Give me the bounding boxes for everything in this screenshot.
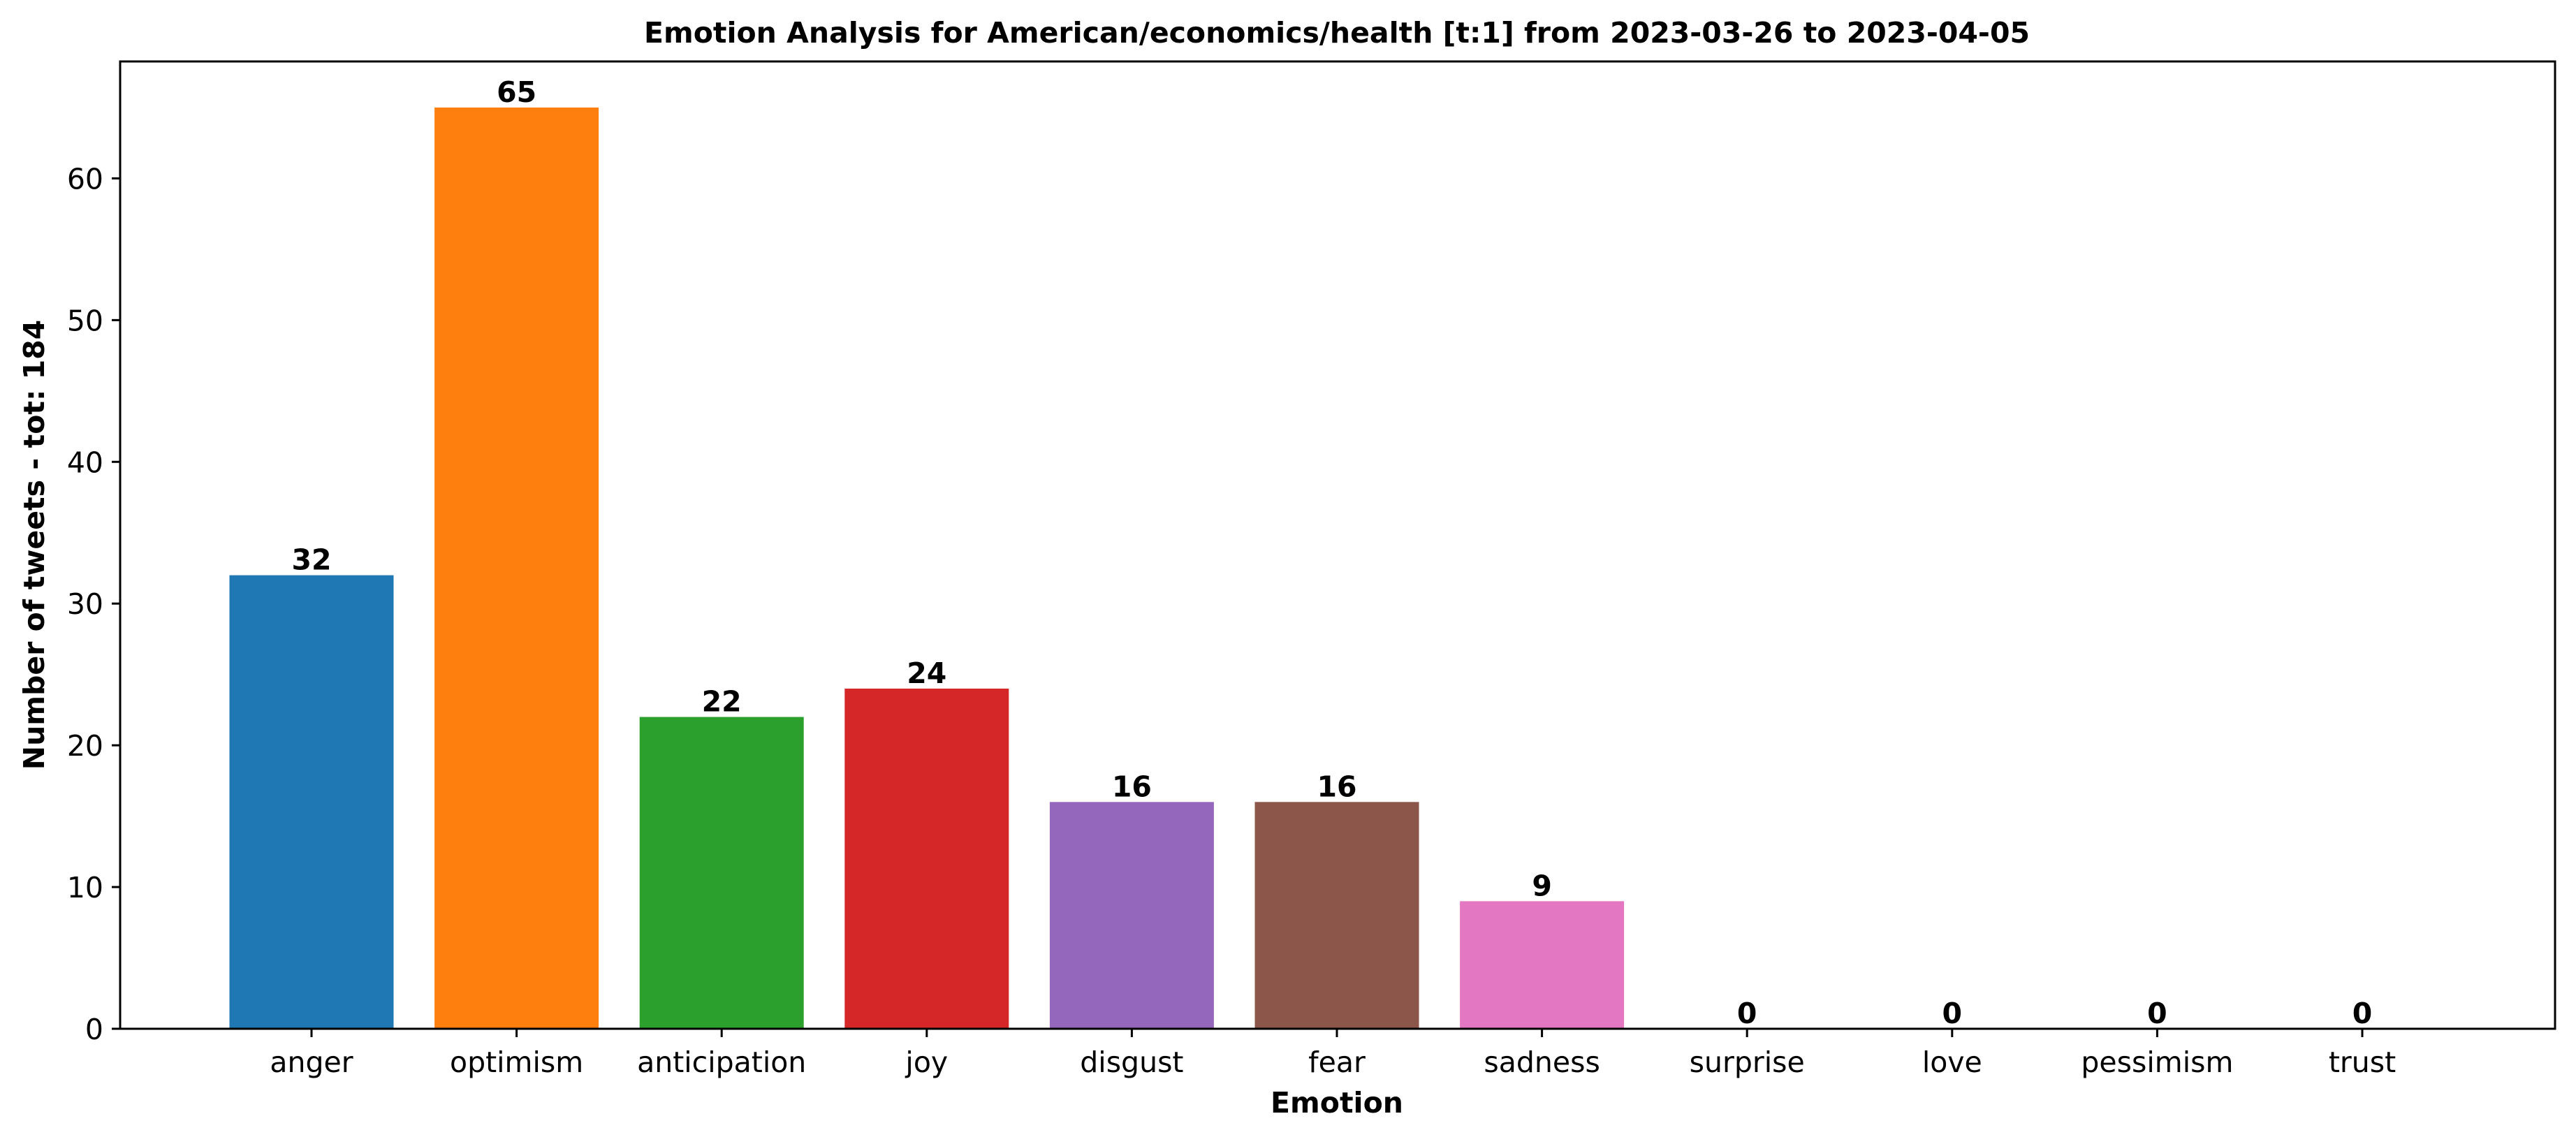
x-tick-label-surprise: surprise	[1690, 1046, 1805, 1079]
y-tick-label-40: 40	[67, 446, 103, 479]
y-tick-label-50: 50	[67, 304, 103, 337]
y-tick-label-30: 30	[67, 587, 103, 621]
data-label-anticipation: 22	[702, 685, 742, 719]
data-label-surprise: 0	[1737, 997, 1757, 1030]
y-tick-label-20: 20	[67, 729, 103, 763]
data-labels-group: 32 65 22 24 16 16 9 0 0 0 0	[291, 75, 2372, 1030]
x-tick-label-sadness: sadness	[1484, 1046, 1600, 1079]
y-axis: 0 10 20 30 40 50 60	[67, 162, 120, 1046]
x-tick-label-anger: anger	[270, 1046, 353, 1079]
bar-anticipation	[639, 717, 804, 1029]
bars-group	[229, 107, 1625, 1029]
bar-disgust	[1049, 802, 1214, 1029]
data-label-sadness: 9	[1532, 869, 1552, 902]
chart-title: Emotion Analysis for American/economics/…	[644, 16, 2030, 50]
bar-fear	[1254, 802, 1419, 1029]
y-tick-label-60: 60	[67, 162, 103, 196]
x-axis: anger optimism anticipation joy disgust fear s…	[270, 1029, 2396, 1079]
plot-frame	[119, 60, 2556, 1030]
data-label-anger: 32	[291, 543, 331, 577]
data-label-optimism: 65	[497, 75, 536, 109]
y-tick-label-0: 0	[85, 1013, 103, 1046]
bar-optimism	[434, 107, 599, 1029]
x-tick-label-fear: fear	[1308, 1046, 1366, 1079]
y-axis-label: Number of tweets - tot: 184	[17, 320, 51, 770]
x-tick-label-pessimism: pessimism	[2081, 1046, 2233, 1079]
x-tick-label-optimism: optimism	[450, 1046, 583, 1079]
x-tick-label-trust: trust	[2329, 1046, 2396, 1079]
bar-sadness	[1460, 901, 1625, 1029]
data-label-joy: 24	[907, 657, 946, 690]
x-tick-label-joy: joy	[905, 1046, 948, 1079]
x-tick-label-love: love	[1922, 1046, 1982, 1079]
data-label-disgust: 16	[1112, 770, 1152, 803]
x-tick-label-anticipation: anticipation	[637, 1046, 806, 1079]
y-tick-label-10: 10	[67, 871, 103, 904]
data-label-trust: 0	[2352, 997, 2373, 1030]
data-label-fear: 16	[1317, 770, 1356, 803]
bar-joy	[844, 688, 1009, 1029]
x-axis-label: Emotion	[1271, 1086, 1403, 1120]
data-label-pessimism: 0	[2147, 997, 2167, 1030]
x-tick-label-disgust: disgust	[1080, 1046, 1183, 1079]
data-label-love: 0	[1942, 997, 1963, 1030]
bar-anger	[229, 575, 394, 1029]
